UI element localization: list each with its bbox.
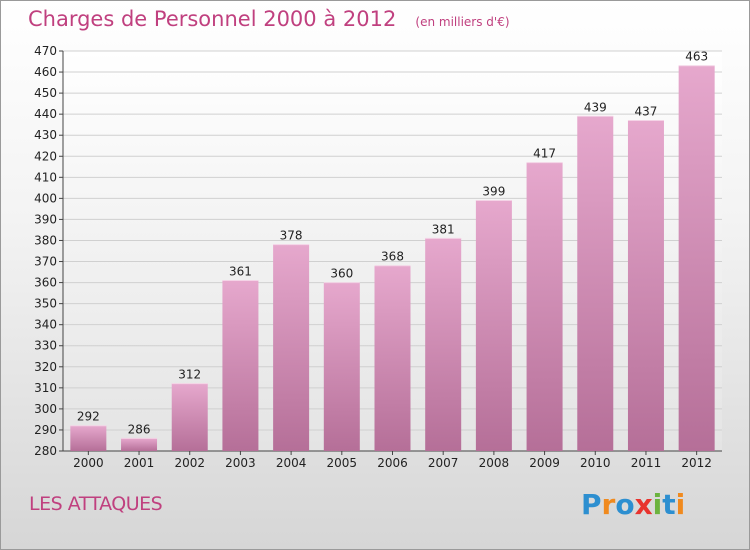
x-tick-label: 2008 — [479, 456, 510, 470]
bar — [121, 438, 158, 451]
bar — [222, 280, 259, 451]
proxiti-logo: Proxiti — [581, 488, 685, 521]
logo-letter: t — [662, 488, 676, 521]
y-tick-label: 360 — [34, 276, 57, 290]
bar — [273, 244, 310, 451]
y-tick-label: 460 — [34, 65, 57, 79]
logo-letter: i — [652, 488, 663, 521]
x-tick-label: 2003 — [225, 456, 256, 470]
data-label: 439 — [584, 100, 607, 114]
logo-letter: r — [601, 488, 616, 521]
y-tick-label: 470 — [34, 44, 57, 58]
data-label: 312 — [178, 368, 201, 382]
y-tick-label: 320 — [34, 360, 57, 374]
data-label: 378 — [280, 229, 303, 243]
data-label: 292 — [77, 410, 100, 424]
y-tick-label: 300 — [34, 402, 57, 416]
data-label: 437 — [635, 104, 658, 118]
x-tick-label: 2009 — [529, 456, 560, 470]
logo-letter: P — [581, 488, 602, 521]
y-tick-label: 390 — [34, 212, 57, 226]
bar — [374, 265, 411, 451]
bar — [425, 238, 462, 451]
x-tick-label: 2012 — [681, 456, 712, 470]
x-tick-label: 2010 — [580, 456, 611, 470]
x-tick-label: 2005 — [327, 456, 358, 470]
y-tick-label: 380 — [34, 233, 57, 247]
y-tick-label: 330 — [34, 339, 57, 353]
data-label: 360 — [330, 267, 353, 281]
y-tick-label: 420 — [34, 149, 57, 163]
data-label: 417 — [533, 147, 556, 161]
y-tick-label: 290 — [34, 423, 57, 437]
bar — [70, 425, 107, 451]
y-tick-label: 340 — [34, 318, 57, 332]
data-label: 361 — [229, 264, 252, 278]
y-tick-label: 350 — [34, 297, 57, 311]
commune-name: LES ATTAQUES — [29, 493, 163, 515]
logo-letter: x — [634, 488, 653, 521]
y-tick-label: 450 — [34, 86, 57, 100]
bar — [475, 200, 512, 451]
data-label: 381 — [432, 222, 455, 236]
data-label: 463 — [685, 50, 708, 64]
x-tick-label: 2011 — [631, 456, 662, 470]
y-tick-label: 440 — [34, 107, 57, 121]
x-tick-label: 2001 — [124, 456, 155, 470]
data-label: 286 — [128, 422, 151, 436]
bar — [678, 65, 715, 451]
bar — [323, 282, 360, 451]
bar — [577, 116, 614, 452]
y-tick-label: 280 — [34, 444, 57, 458]
y-tick-label: 410 — [34, 170, 57, 184]
x-tick-label: 2007 — [428, 456, 459, 470]
y-tick-label: 400 — [34, 191, 57, 205]
bar — [526, 162, 563, 451]
title-block: Charges de Personnel 2000 à 2012 (en mil… — [28, 7, 510, 31]
y-tick-label: 430 — [34, 128, 57, 142]
chart-title: Charges de Personnel 2000 à 2012 — [28, 7, 397, 31]
y-tick-label: 310 — [34, 381, 57, 395]
logo-letter: o — [615, 488, 635, 521]
y-tick-label: 370 — [34, 255, 57, 269]
logo-letter: i — [675, 488, 686, 521]
chart-subtitle: (en milliers d'€) — [415, 15, 510, 29]
bar — [627, 120, 664, 451]
data-label: 368 — [381, 250, 404, 264]
x-tick-label: 2006 — [377, 456, 408, 470]
x-tick-label: 2004 — [276, 456, 307, 470]
x-tick-label: 2002 — [174, 456, 205, 470]
data-label: 399 — [482, 184, 505, 198]
bar — [171, 383, 208, 451]
x-tick-label: 2000 — [73, 456, 104, 470]
